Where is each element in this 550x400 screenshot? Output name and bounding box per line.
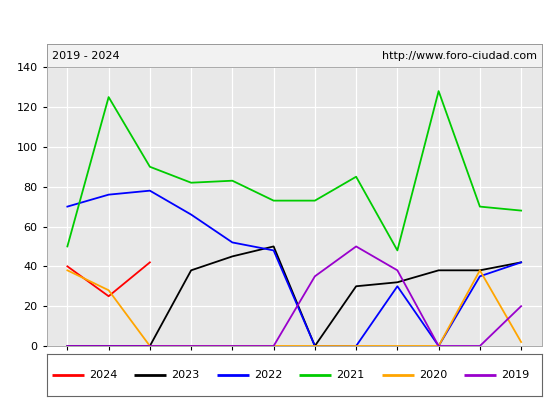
Text: Evolucion Nº Turistas Extranjeros en el municipio de Cucalón: Evolucion Nº Turistas Extranjeros en el … <box>73 16 477 28</box>
Text: 2020: 2020 <box>419 370 447 380</box>
Text: 2019 - 2024: 2019 - 2024 <box>52 51 119 61</box>
Text: 2023: 2023 <box>172 370 200 380</box>
Text: 2022: 2022 <box>254 370 282 380</box>
Text: 2021: 2021 <box>336 370 365 380</box>
Text: http://www.foro-ciudad.com: http://www.foro-ciudad.com <box>382 51 537 61</box>
Text: 2024: 2024 <box>89 370 117 380</box>
Text: 2019: 2019 <box>501 370 530 380</box>
